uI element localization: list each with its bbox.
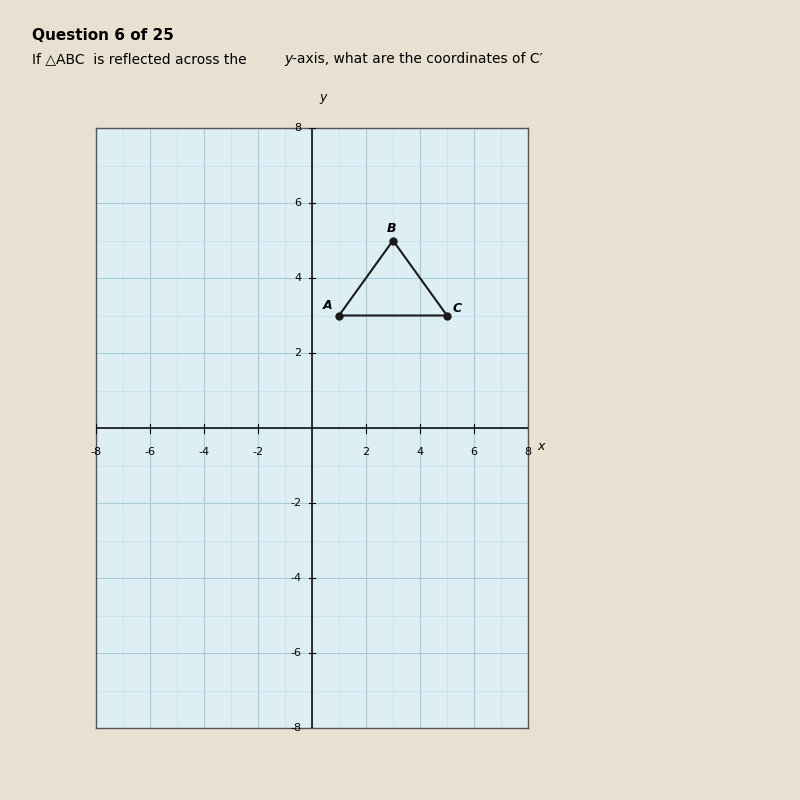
Text: C: C bbox=[453, 302, 462, 314]
Point bbox=[441, 309, 454, 322]
Text: 4: 4 bbox=[417, 446, 423, 457]
Text: -axis, what are the coordinates of C′: -axis, what are the coordinates of C′ bbox=[292, 52, 542, 66]
Text: 8: 8 bbox=[294, 123, 301, 133]
Point bbox=[333, 309, 346, 322]
Text: A: A bbox=[322, 298, 332, 312]
Text: -4: -4 bbox=[198, 446, 210, 457]
Text: 8: 8 bbox=[525, 446, 531, 457]
Text: -8: -8 bbox=[90, 446, 102, 457]
Text: -2: -2 bbox=[290, 498, 301, 508]
Text: If △​ABC  is reflected across the: If △​ABC is reflected across the bbox=[32, 52, 251, 66]
Text: B: B bbox=[387, 222, 397, 235]
Text: -2: -2 bbox=[253, 446, 263, 457]
Text: -6: -6 bbox=[145, 446, 155, 457]
Text: 6: 6 bbox=[294, 198, 301, 208]
Point bbox=[386, 234, 399, 247]
Text: x: x bbox=[538, 440, 545, 454]
Text: 2: 2 bbox=[362, 446, 370, 457]
Text: 6: 6 bbox=[470, 446, 478, 457]
Text: -8: -8 bbox=[290, 723, 301, 733]
Text: y: y bbox=[319, 91, 326, 105]
Text: Question 6 of 25: Question 6 of 25 bbox=[32, 28, 174, 43]
Text: 2: 2 bbox=[294, 348, 301, 358]
Text: y: y bbox=[284, 52, 292, 66]
Text: 4: 4 bbox=[294, 273, 301, 283]
Text: -6: -6 bbox=[290, 648, 301, 658]
Text: -4: -4 bbox=[290, 573, 301, 583]
